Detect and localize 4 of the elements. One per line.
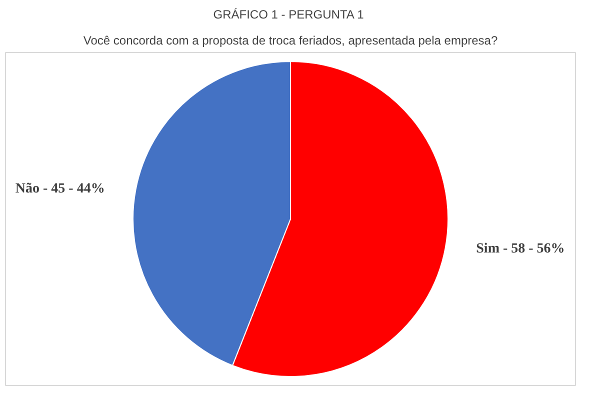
- chart-subtitle: Você concorda com a proposta de troca feriados, apresentada pela empresa?: [83, 34, 498, 48]
- chart-title: GRÁFICO 1 - PERGUNTA 1: [213, 8, 364, 22]
- slice-label: Sim - 58 - 56%: [476, 242, 565, 257]
- slice-label: Não - 45 - 44%: [15, 181, 105, 196]
